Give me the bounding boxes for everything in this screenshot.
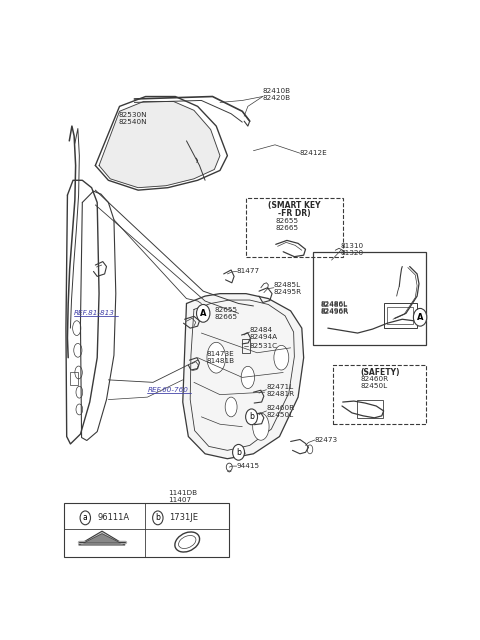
Bar xyxy=(334,365,426,424)
Text: 82655
82665: 82655 82665 xyxy=(215,307,238,320)
Text: 1731JE: 1731JE xyxy=(168,513,198,522)
Text: 82460R
82450L: 82460R 82450L xyxy=(266,405,295,419)
Ellipse shape xyxy=(274,346,289,370)
Polygon shape xyxy=(99,101,220,188)
Text: 81473E
81481B: 81473E 81481B xyxy=(207,351,235,364)
Circle shape xyxy=(233,444,244,460)
Circle shape xyxy=(153,511,163,525)
Text: 82484
82494A: 82484 82494A xyxy=(250,326,278,340)
Text: 82486L
82496R: 82486L 82496R xyxy=(321,301,348,314)
Text: 96111A: 96111A xyxy=(97,513,129,522)
Text: 82485L
82495R: 82485L 82495R xyxy=(274,282,302,295)
Text: b: b xyxy=(156,513,160,522)
Text: 82531C: 82531C xyxy=(250,344,278,349)
Text: REF.81-813: REF.81-813 xyxy=(74,310,115,316)
Bar xyxy=(64,503,229,557)
Text: REF.60-760: REF.60-760 xyxy=(147,387,188,393)
Text: 82460R
82450L: 82460R 82450L xyxy=(360,376,389,389)
Text: A: A xyxy=(417,313,423,322)
Ellipse shape xyxy=(225,397,237,417)
Text: 81310
81320: 81310 81320 xyxy=(341,243,364,256)
Text: 82410B
82420B: 82410B 82420B xyxy=(263,88,291,100)
Text: (SMART KEY: (SMART KEY xyxy=(268,201,321,210)
Text: 94415: 94415 xyxy=(237,463,260,469)
Text: 82486L
82496R: 82486L 82496R xyxy=(321,302,348,315)
Circle shape xyxy=(413,308,427,326)
Bar xyxy=(357,399,383,418)
Text: b: b xyxy=(236,448,241,457)
Text: b: b xyxy=(249,412,254,421)
Polygon shape xyxy=(84,534,120,543)
Text: a: a xyxy=(83,513,88,522)
Text: 82471L
82481R: 82471L 82481R xyxy=(266,384,295,397)
Circle shape xyxy=(196,305,210,322)
Bar xyxy=(246,198,343,257)
Ellipse shape xyxy=(241,366,254,388)
Circle shape xyxy=(80,511,91,525)
Text: 82655
82665: 82655 82665 xyxy=(275,218,298,231)
Circle shape xyxy=(246,409,258,425)
Ellipse shape xyxy=(252,413,269,440)
Bar xyxy=(70,372,78,385)
Text: A: A xyxy=(200,309,206,318)
Bar xyxy=(384,303,417,328)
Text: 1141DB
11407: 1141DB 11407 xyxy=(168,490,197,503)
Text: 82530N
82540N: 82530N 82540N xyxy=(118,112,147,125)
Polygon shape xyxy=(183,294,304,459)
Text: 82473: 82473 xyxy=(315,437,338,443)
Text: 82412E: 82412E xyxy=(300,150,328,156)
Polygon shape xyxy=(79,531,125,545)
Bar xyxy=(242,339,250,353)
Text: -FR DR): -FR DR) xyxy=(278,209,311,218)
Text: 81477: 81477 xyxy=(237,268,260,275)
Bar xyxy=(387,307,413,324)
Ellipse shape xyxy=(207,342,226,373)
Bar xyxy=(313,252,426,346)
Text: (SAFETY): (SAFETY) xyxy=(360,367,400,376)
